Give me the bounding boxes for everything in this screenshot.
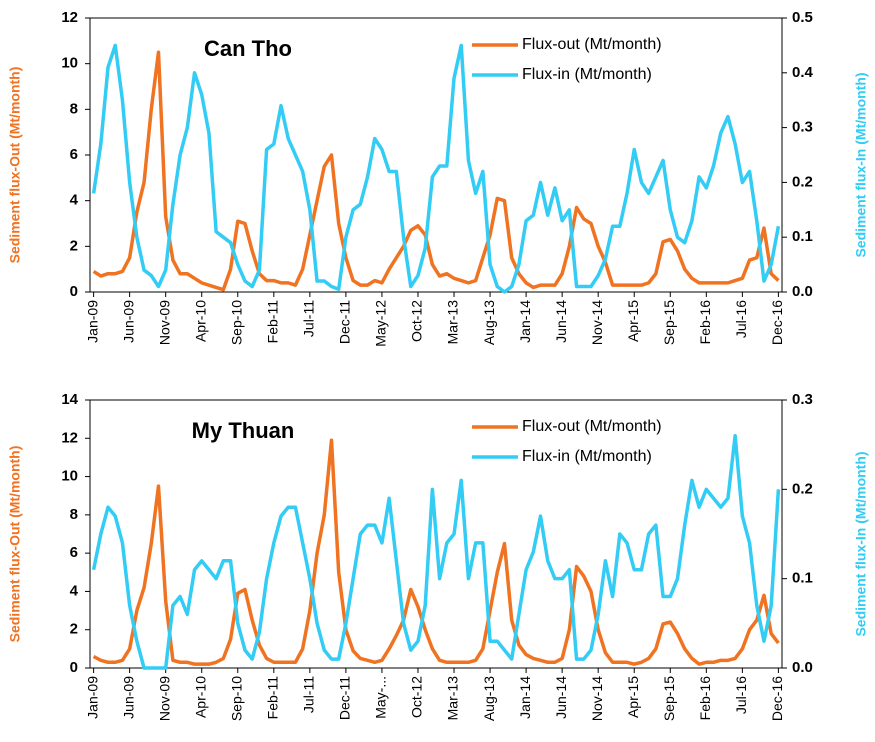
chart-title: Can Tho xyxy=(204,36,292,61)
y2-tick-label: 0.0 xyxy=(792,283,813,300)
y-axis-label: Sediment flux-Out (Mt/month) xyxy=(7,446,23,643)
x-tick-label: Sep-15 xyxy=(661,676,677,721)
x-tick-label: Nov-09 xyxy=(156,300,172,345)
x-tick-label: Oct-12 xyxy=(409,300,425,342)
x-tick-label: Mar-13 xyxy=(445,676,461,721)
x-tick-label: Jul-16 xyxy=(733,300,749,338)
x-tick-label: Jan-14 xyxy=(517,300,533,343)
plot-frame xyxy=(89,399,783,669)
y-tick-label: 6 xyxy=(70,146,78,163)
y2-axis-label: Sediment flux-In (Mt/month) xyxy=(853,451,869,636)
x-tick-label: Sep-15 xyxy=(661,300,677,345)
x-tick-label: Mar-13 xyxy=(445,300,461,345)
legend-label: Flux-out (Mt/month) xyxy=(522,418,662,435)
y2-tick-label: 0.2 xyxy=(792,173,813,190)
x-tick-label: Apr-15 xyxy=(625,300,641,342)
chart-title: My Thuan xyxy=(192,418,295,443)
x-tick-label: Jul-11 xyxy=(301,300,317,337)
y2-tick-label: 0.5 xyxy=(792,9,813,26)
series-line xyxy=(92,438,780,666)
x-tick-label: Aug-13 xyxy=(481,300,497,345)
x-tick-label: Jan-09 xyxy=(84,300,100,343)
x-tick-label: Jun-14 xyxy=(553,300,569,343)
y-tick-label: 14 xyxy=(61,391,78,408)
x-tick-label: Dec-16 xyxy=(769,300,785,345)
y-tick-label: 4 xyxy=(70,192,79,209)
y-tick-label: 10 xyxy=(61,55,78,72)
y-tick-label: 0 xyxy=(70,659,78,676)
y2-tick-label: 0.0 xyxy=(792,659,813,676)
series-line xyxy=(91,433,781,670)
legend-label: Flux-in (Mt/month) xyxy=(522,448,652,465)
x-tick-label: Oct-12 xyxy=(409,676,425,718)
series-line xyxy=(92,50,780,292)
x-tick-label: Feb-16 xyxy=(697,676,713,721)
x-tick-label: Sep-10 xyxy=(228,676,244,721)
y2-tick-label: 0.3 xyxy=(792,119,813,136)
x-tick-label: Apr-10 xyxy=(192,676,208,718)
y-tick-label: 4 xyxy=(70,582,79,599)
y2-tick-label: 0.1 xyxy=(792,570,813,587)
x-tick-label: Feb-11 xyxy=(265,300,281,344)
y-tick-label: 12 xyxy=(61,429,78,446)
y-tick-label: 6 xyxy=(70,544,78,561)
y-tick-label: 8 xyxy=(70,100,78,117)
x-tick-label: Apr-10 xyxy=(192,300,208,342)
series-line xyxy=(91,43,781,294)
x-tick-label: Nov-09 xyxy=(156,676,172,721)
x-tick-label: Feb-16 xyxy=(697,300,713,345)
y2-tick-label: 0.1 xyxy=(792,228,813,245)
x-tick-label: Dec-11 xyxy=(337,676,353,720)
y2-tick-label: 0.3 xyxy=(792,391,813,408)
x-tick-label: Jun-09 xyxy=(120,300,136,343)
x-tick-label: Dec-11 xyxy=(337,300,353,344)
y-tick-label: 2 xyxy=(70,237,78,254)
y-tick-label: 8 xyxy=(70,506,78,523)
x-tick-label: Jan-14 xyxy=(517,676,533,719)
x-tick-label: Jan-09 xyxy=(84,676,100,719)
x-tick-label: Sep-10 xyxy=(228,300,244,345)
x-tick-label: Aug-13 xyxy=(481,676,497,721)
x-tick-label: May-12 xyxy=(373,300,389,347)
legend-label: Flux-out (Mt/month) xyxy=(522,36,662,53)
x-tick-label: May-... xyxy=(373,676,389,719)
y-tick-label: 0 xyxy=(70,283,78,300)
x-tick-label: Nov-14 xyxy=(589,300,605,345)
y-tick-label: 10 xyxy=(61,468,78,485)
x-tick-label: Nov-14 xyxy=(589,676,605,721)
y-tick-label: 2 xyxy=(70,621,78,638)
y2-axis-label: Sediment flux-In (Mt/month) xyxy=(853,72,869,257)
y-tick-label: 12 xyxy=(61,9,78,26)
y2-tick-label: 0.4 xyxy=(792,64,814,81)
legend-label: Flux-in (Mt/month) xyxy=(522,66,652,83)
y-axis-label: Sediment flux-Out (Mt/month) xyxy=(7,67,23,264)
x-tick-label: Jun-09 xyxy=(120,676,136,719)
x-tick-label: Feb-11 xyxy=(265,676,281,720)
x-tick-label: Jul-11 xyxy=(301,676,317,713)
x-tick-label: Dec-16 xyxy=(769,676,785,721)
x-tick-label: Apr-15 xyxy=(625,676,641,718)
y2-tick-label: 0.2 xyxy=(792,480,813,497)
x-tick-label: Jun-14 xyxy=(553,676,569,719)
x-tick-label: Jul-16 xyxy=(733,676,749,714)
